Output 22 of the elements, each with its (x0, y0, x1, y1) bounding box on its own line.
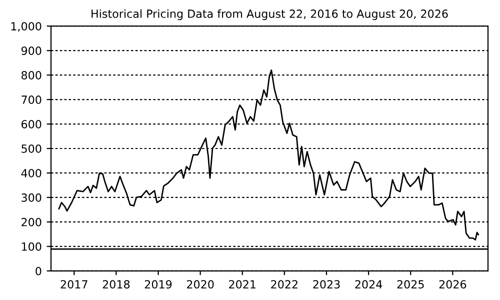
chart-title: Historical Pricing Data from August 22, 2016 to August 20, 2026 (92, 9, 448, 20)
y-tick-label: 500 (22, 144, 42, 153)
x-tick-label: 2018 (102, 280, 130, 289)
y-tick-label: 800 (22, 71, 42, 80)
y-tick-label: 300 (22, 193, 42, 202)
y-tick-label: 0 (36, 266, 42, 276)
y-tick-label: 400 (21, 168, 42, 178)
y-tick-label: 100 (22, 242, 42, 251)
x-tick-label: 2020 (186, 280, 214, 289)
y-tick-label: 700 (22, 96, 42, 104)
y-tick-label: 600 (22, 120, 42, 128)
y-tick-label: 1,000 (11, 22, 42, 32)
x-tick-label: 2024 (355, 280, 382, 289)
x-tick-label: 2022 (271, 280, 298, 289)
x-tick-label: 2025 (397, 280, 424, 289)
x-tick-label: 2019 (144, 280, 172, 289)
x-tick-label: 2017 (60, 280, 88, 289)
y-tick-label: 900 (21, 46, 42, 55)
x-tick-label: 2023 (313, 280, 340, 289)
x-tick-label: 2021 (229, 280, 256, 289)
x-tick-label: 2026 (439, 280, 466, 289)
y-tick-label: 200 (22, 218, 42, 226)
